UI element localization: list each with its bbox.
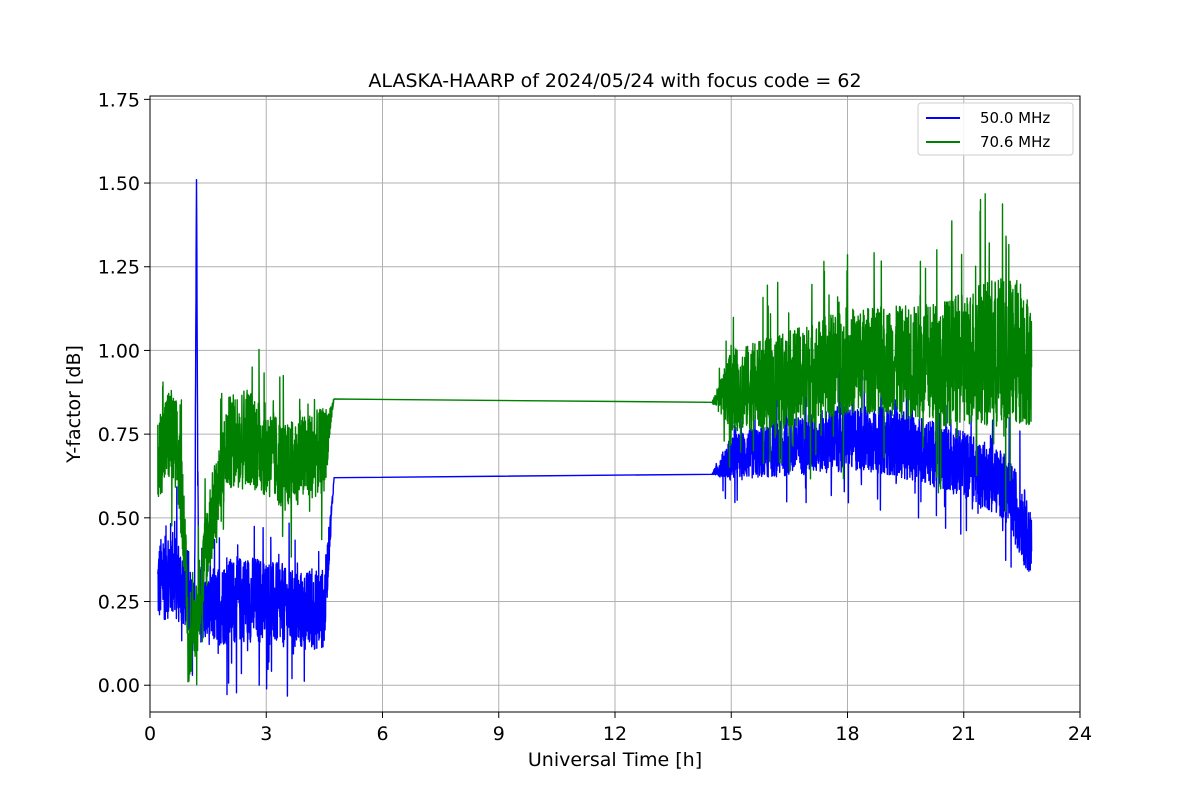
legend: 50.0 MHz 70.6 MHz	[917, 102, 1074, 156]
legend-label: 70.6 MHz	[980, 133, 1050, 151]
x-tick-label: 24	[1068, 723, 1092, 745]
x-tick-label: 12	[603, 723, 627, 745]
y-tick-label: 0.50	[98, 508, 140, 530]
chart-title: ALASKA-HAARP of 2024/05/24 with focus co…	[368, 70, 861, 92]
series-line-0	[157, 179, 1033, 697]
y-axis-label: Y-factor [dB]	[63, 345, 85, 464]
x-tick-label: 3	[260, 723, 272, 745]
y-tick-label: 0.75	[98, 424, 140, 446]
x-tick-label: 0	[144, 723, 156, 745]
series-layer	[157, 179, 1033, 697]
x-tick-label: 21	[952, 723, 976, 745]
y-tick-label: 1.75	[98, 89, 140, 111]
legend-label: 50.0 MHz	[980, 109, 1050, 127]
x-tick-label: 15	[719, 723, 743, 745]
x-tick-label: 6	[376, 723, 388, 745]
y-tick-label: 0.00	[98, 675, 140, 697]
x-axis-label: Universal Time [h]	[528, 749, 702, 771]
series-line-1	[157, 193, 1033, 686]
x-tick-label: 9	[493, 723, 505, 745]
y-tick-label: 1.00	[98, 340, 140, 362]
y-tick-label: 1.50	[98, 173, 140, 195]
x-tick-label: 18	[835, 723, 859, 745]
y-tick-label: 0.25	[98, 592, 140, 614]
y-tick-label: 1.25	[98, 257, 140, 279]
tick-layer: 0 3 6 9 12 15 18 21 24 0.00 0.25 0.50 0.75 1.00 1.25 1.…	[98, 89, 1092, 745]
